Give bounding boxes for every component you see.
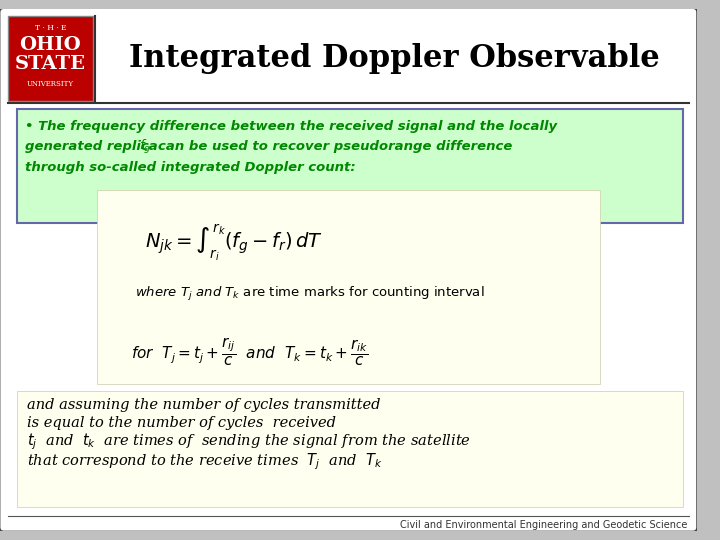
Text: can be used to recover pseudorange difference: can be used to recover pseudorange diffe… (158, 140, 512, 153)
FancyBboxPatch shape (96, 191, 600, 384)
Text: and assuming the number of cycles transmitted: and assuming the number of cycles transm… (27, 399, 381, 412)
Text: generated replica: generated replica (25, 140, 158, 153)
Text: Civil and Environmental Engineering and Geodetic Science: Civil and Environmental Engineering and … (400, 520, 687, 530)
Text: OHIO: OHIO (19, 36, 81, 55)
FancyBboxPatch shape (0, 8, 698, 532)
Text: STATE: STATE (15, 55, 86, 73)
Text: that correspond to the receive times  $T_j$  and  $T_k$: that correspond to the receive times $T_… (27, 451, 382, 472)
Text: Integrated Doppler Observable: Integrated Doppler Observable (130, 43, 660, 75)
Text: is equal to the number of cycles  received: is equal to the number of cycles receive… (27, 416, 336, 430)
FancyBboxPatch shape (17, 109, 683, 224)
Text: • The frequency difference between the received signal and the locally: • The frequency difference between the r… (25, 120, 557, 133)
Text: through so-called integrated Doppler count:: through so-called integrated Doppler cou… (25, 161, 356, 174)
FancyBboxPatch shape (17, 391, 683, 507)
Bar (8, 16, 93, 102)
Text: $f_g$: $f_g$ (140, 138, 151, 156)
Text: T · H · E: T · H · E (35, 24, 66, 32)
Text: $t_j$  and  $t_k$  are times of  sending the signal from the satellite: $t_j$ and $t_k$ are times of sending the… (27, 432, 471, 453)
Text: $N_{jk} = \int_{r_i}^{r_k} (f_g - f_r)\,dT$: $N_{jk} = \int_{r_i}^{r_k} (f_g - f_r)\,… (145, 222, 323, 263)
Text: UNIVERSITY: UNIVERSITY (27, 80, 74, 88)
Text: $\mathit{for}\ \ T_j = t_j + \dfrac{r_{ij}}{c}\ \ \mathit{and}\ \ T_k = t_k + \d: $\mathit{for}\ \ T_j = t_j + \dfrac{r_{i… (130, 336, 368, 368)
Text: $\mathit{where}\ T_j\ \mathit{and}\ T_k\ \mathrm{are\ time\ marks\ for\ counting: $\mathit{where}\ T_j\ \mathit{and}\ T_k\… (135, 285, 485, 303)
